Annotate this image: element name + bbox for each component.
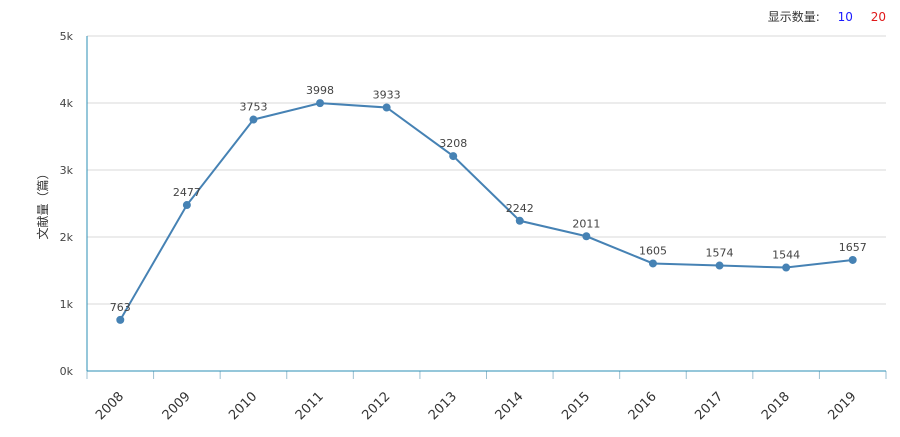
- data-point: [582, 232, 591, 241]
- x-tick-label: 2019: [826, 389, 860, 423]
- y-tick-label: 2k: [60, 231, 74, 244]
- display-count-20-option[interactable]: 20: [870, 10, 886, 24]
- data-point: [249, 115, 258, 124]
- data-points: [116, 99, 857, 324]
- data-label: 1544: [772, 249, 800, 262]
- data-label: 3933: [373, 88, 401, 101]
- data-labels: 763 2477 3753 3998 3933 3208 2242 2011 1605 1574 1…: [110, 84, 867, 314]
- y-tick-label: 1k: [60, 298, 74, 311]
- y-axis-ticks: 0k 1k 2k 3k 4k 5k: [60, 30, 74, 378]
- x-tick-label: 2017: [692, 389, 726, 423]
- x-tick-label: 2008: [93, 389, 127, 423]
- x-axis-ticks: 2008 2009 2010 2011 2012 2013 2014 2015 2016 2017…: [86, 371, 887, 423]
- x-tick-label: 2010: [226, 389, 260, 423]
- data-label: 2477: [173, 186, 201, 199]
- x-tick-label: 2018: [759, 389, 793, 423]
- y-tick-label: 4k: [60, 97, 74, 110]
- x-tick-label: 2012: [359, 389, 393, 423]
- data-label: 2242: [506, 202, 534, 215]
- data-label: 1657: [839, 241, 867, 254]
- data-point: [648, 259, 657, 268]
- data-point: [382, 103, 391, 112]
- data-label: 1574: [706, 247, 734, 260]
- x-tick-label: 2009: [160, 389, 194, 423]
- data-label: 3208: [439, 137, 467, 150]
- display-count-control: 显示数量: 10 20: [768, 8, 886, 25]
- y-tick-label: 5k: [60, 30, 74, 43]
- data-point: [449, 152, 458, 161]
- series-line: [119, 102, 853, 321]
- display-count-10-option[interactable]: 10: [837, 10, 853, 24]
- y-axis-label: 文献量（篇）: [35, 167, 50, 239]
- data-point: [316, 99, 325, 108]
- data-point: [515, 216, 524, 225]
- data-label: 2011: [572, 217, 600, 230]
- display-count-label: 显示数量:: [767, 10, 820, 24]
- x-tick-label: 2013: [426, 389, 460, 423]
- data-point: [182, 201, 191, 210]
- x-tick-label: 2014: [493, 389, 527, 423]
- gridlines: [87, 35, 886, 305]
- data-label: 3753: [239, 101, 267, 114]
- y-tick-label: 3k: [60, 164, 74, 177]
- data-point: [782, 263, 791, 272]
- x-tick-label: 2011: [293, 389, 327, 423]
- y-tick-label: 0k: [60, 365, 74, 378]
- data-point: [715, 261, 724, 270]
- x-tick-label: 2016: [626, 389, 660, 423]
- data-label: 1605: [639, 244, 667, 257]
- data-point: [848, 255, 857, 264]
- data-label: 3998: [306, 84, 334, 97]
- x-tick-label: 2015: [559, 389, 593, 423]
- data-label: 763: [110, 301, 131, 314]
- data-point: [116, 315, 125, 324]
